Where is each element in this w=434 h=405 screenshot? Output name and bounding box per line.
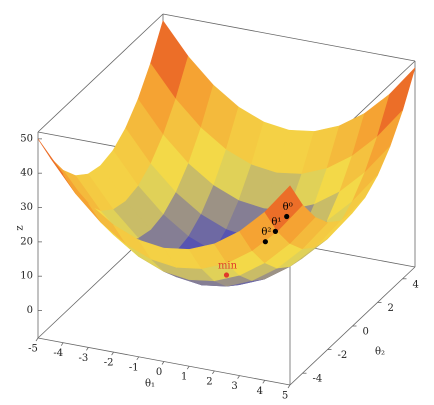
x-tick xyxy=(136,356,140,361)
x-tick xyxy=(111,351,114,356)
point-label: θ¹ xyxy=(271,217,281,228)
point-label: θ⁰ xyxy=(283,202,293,213)
point xyxy=(223,272,230,278)
x-tick xyxy=(60,342,64,346)
x-tick-label: 0 xyxy=(156,367,162,378)
z-tick-label: 40 xyxy=(20,168,33,179)
x-tick-label: 2 xyxy=(206,376,212,387)
y-tick-label: 0 xyxy=(363,327,369,338)
x-tick-label: -1 xyxy=(129,362,139,373)
z-tick-label: 50 xyxy=(20,133,33,144)
x-tick-label: 4 xyxy=(257,386,263,397)
x-tick-label: 1 xyxy=(181,372,187,383)
point-label: min xyxy=(218,261,238,272)
y-tick-label: 4 xyxy=(413,279,419,290)
x-tick xyxy=(237,375,240,379)
x-axis-label: θ₁ xyxy=(145,379,155,390)
y-axis-label: θ₂ xyxy=(375,347,385,358)
x-tick xyxy=(212,370,215,375)
point xyxy=(272,228,279,234)
x-tick-label: -2 xyxy=(104,358,114,369)
x-tick xyxy=(161,361,165,365)
y-tick-label: 2 xyxy=(388,303,394,314)
x-tick xyxy=(186,365,190,370)
box-edge xyxy=(37,13,164,133)
x-tick-label: -3 xyxy=(79,353,89,364)
point xyxy=(284,213,290,220)
z-tick-label: 10 xyxy=(20,271,33,282)
y-tick-label: -4 xyxy=(313,374,323,385)
x-tick xyxy=(287,384,291,389)
z-tick-label: 20 xyxy=(20,236,33,247)
x-tick xyxy=(86,347,89,351)
y-tick-label: -2 xyxy=(338,350,348,361)
x-tick-label: 5 xyxy=(282,391,288,402)
x-tick-label: -5 xyxy=(28,344,38,355)
z-axis-label: z xyxy=(15,225,26,230)
x-tick-label: -4 xyxy=(53,348,63,359)
point-label: θ² xyxy=(261,227,271,238)
x-tick xyxy=(262,380,266,384)
x-tick-label: 3 xyxy=(231,381,237,392)
x-tick xyxy=(35,337,39,342)
z-tick-label: 30 xyxy=(20,202,33,213)
point xyxy=(262,239,268,245)
z-tick-label: 0 xyxy=(27,305,33,316)
surface-patch xyxy=(264,185,303,232)
box-edge xyxy=(162,13,416,62)
